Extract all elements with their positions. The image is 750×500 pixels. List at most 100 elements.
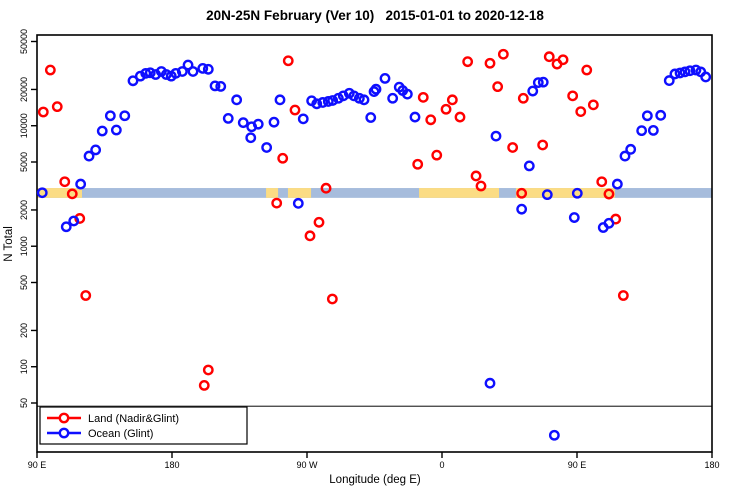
data-point-land bbox=[567, 90, 579, 102]
data-point-ocean bbox=[611, 178, 623, 190]
data-point-ocean bbox=[311, 98, 323, 110]
data-point-land bbox=[198, 379, 210, 391]
data-point-ocean bbox=[187, 66, 199, 77]
data-point-land bbox=[313, 216, 325, 228]
data-point-ocean bbox=[358, 94, 370, 106]
legend-marker-ocean bbox=[58, 427, 70, 439]
data-point-ocean bbox=[541, 189, 553, 201]
data-point-ocean bbox=[176, 66, 188, 77]
data-point-land bbox=[277, 152, 289, 164]
qc-band-overlay-segment bbox=[419, 188, 499, 198]
data-point-land bbox=[74, 213, 86, 224]
data-point-land bbox=[557, 54, 569, 66]
data-point-land bbox=[497, 48, 509, 60]
x-axis-tick-label: 0 bbox=[439, 460, 444, 470]
data-point-land bbox=[596, 176, 608, 188]
chart-title: 20N-25N February (Ver 10) 2015-01-01 to … bbox=[206, 8, 544, 23]
data-point-ocean bbox=[36, 187, 48, 199]
data-point-ocean bbox=[387, 92, 399, 104]
data-point-ocean bbox=[674, 67, 686, 79]
data-point-ocean bbox=[209, 80, 221, 92]
data-point-ocean bbox=[197, 63, 209, 74]
data-point-land bbox=[51, 101, 63, 113]
data-point-land bbox=[587, 99, 599, 111]
legend-label-ocean: Ocean (Glint) bbox=[88, 428, 153, 440]
legend-label-land: Land (Nadir&Glint) bbox=[88, 413, 179, 425]
data-point-ocean bbox=[317, 97, 329, 108]
data-point-ocean bbox=[119, 110, 131, 122]
y-axis-tick-label: 200 bbox=[19, 323, 29, 338]
x-axis-tick-label: 180 bbox=[704, 460, 719, 470]
y-axis-tick-label: 500 bbox=[19, 275, 29, 290]
qc-band-overlay-segment bbox=[266, 188, 279, 198]
data-point-ocean bbox=[401, 88, 413, 100]
data-point-land bbox=[446, 94, 458, 106]
data-point-ocean bbox=[679, 66, 691, 78]
data-point-land bbox=[431, 149, 443, 161]
plot-box bbox=[36, 34, 713, 453]
data-point-ocean bbox=[268, 116, 280, 128]
data-point-ocean bbox=[68, 215, 80, 227]
data-point-ocean bbox=[370, 83, 382, 95]
data-point-ocean bbox=[104, 110, 116, 122]
data-point-land bbox=[289, 104, 301, 116]
x-axis-title: Longitude (deg E) bbox=[329, 474, 421, 486]
data-point-ocean bbox=[182, 59, 194, 71]
legend-marker-land bbox=[58, 412, 70, 424]
data-point-ocean bbox=[170, 67, 182, 79]
data-point-ocean bbox=[527, 85, 539, 97]
data-point-ocean bbox=[700, 71, 712, 83]
y-axis-tick-label: 10000 bbox=[19, 113, 29, 138]
data-point-ocean bbox=[669, 68, 681, 80]
y-axis-tick-label: 5000 bbox=[19, 152, 29, 172]
data-point-ocean bbox=[274, 94, 286, 106]
data-point-ocean bbox=[327, 95, 339, 106]
data-point-ocean bbox=[202, 63, 214, 75]
data-point-land bbox=[470, 170, 482, 182]
x-axis-tick-label: 90 E bbox=[28, 460, 47, 470]
data-point-ocean bbox=[261, 142, 273, 153]
data-point-land bbox=[202, 364, 214, 376]
data-point-land bbox=[507, 142, 519, 153]
data-point-ocean bbox=[663, 75, 675, 86]
data-point-ocean bbox=[379, 73, 391, 84]
data-point-land bbox=[425, 114, 437, 126]
data-point-ocean bbox=[322, 96, 334, 107]
x-axis-tick-label: 90 W bbox=[296, 460, 318, 470]
data-point-land bbox=[617, 290, 629, 301]
qc-band-overlay-segment bbox=[37, 188, 82, 198]
data-point-land bbox=[37, 106, 49, 118]
data-point-land bbox=[326, 293, 338, 305]
data-point-ocean bbox=[90, 144, 102, 156]
data-point-ocean bbox=[548, 429, 560, 441]
y-axis-tick-label: 20000 bbox=[19, 77, 29, 102]
data-point-ocean bbox=[603, 217, 615, 229]
data-point-ocean bbox=[75, 178, 87, 190]
data-point-ocean bbox=[140, 67, 152, 79]
data-point-ocean bbox=[571, 187, 583, 199]
data-point-land bbox=[80, 290, 92, 301]
data-point-land bbox=[66, 188, 78, 200]
data-point-land bbox=[282, 55, 294, 67]
data-point-ocean bbox=[537, 76, 549, 88]
data-point-ocean bbox=[134, 70, 146, 82]
data-point-ocean bbox=[490, 130, 502, 142]
data-point-land bbox=[44, 64, 56, 76]
data-point-ocean bbox=[110, 124, 122, 136]
data-point-ocean bbox=[96, 125, 108, 137]
data-point-ocean bbox=[568, 212, 580, 223]
data-point-land bbox=[440, 103, 452, 115]
data-point-ocean bbox=[231, 94, 243, 106]
x-axis-tick-label: 180 bbox=[164, 460, 179, 470]
data-point-ocean bbox=[237, 117, 249, 129]
x-axis-tick-label: 90 E bbox=[568, 460, 587, 470]
y-axis-tick-label: 100 bbox=[19, 359, 29, 374]
data-point-land bbox=[516, 187, 528, 199]
data-point-land bbox=[417, 91, 429, 103]
data-point-ocean bbox=[484, 377, 496, 389]
data-point-ocean bbox=[292, 197, 304, 209]
data-point-ocean bbox=[245, 132, 257, 144]
data-point-ocean bbox=[641, 110, 653, 122]
data-point-ocean bbox=[348, 90, 360, 102]
